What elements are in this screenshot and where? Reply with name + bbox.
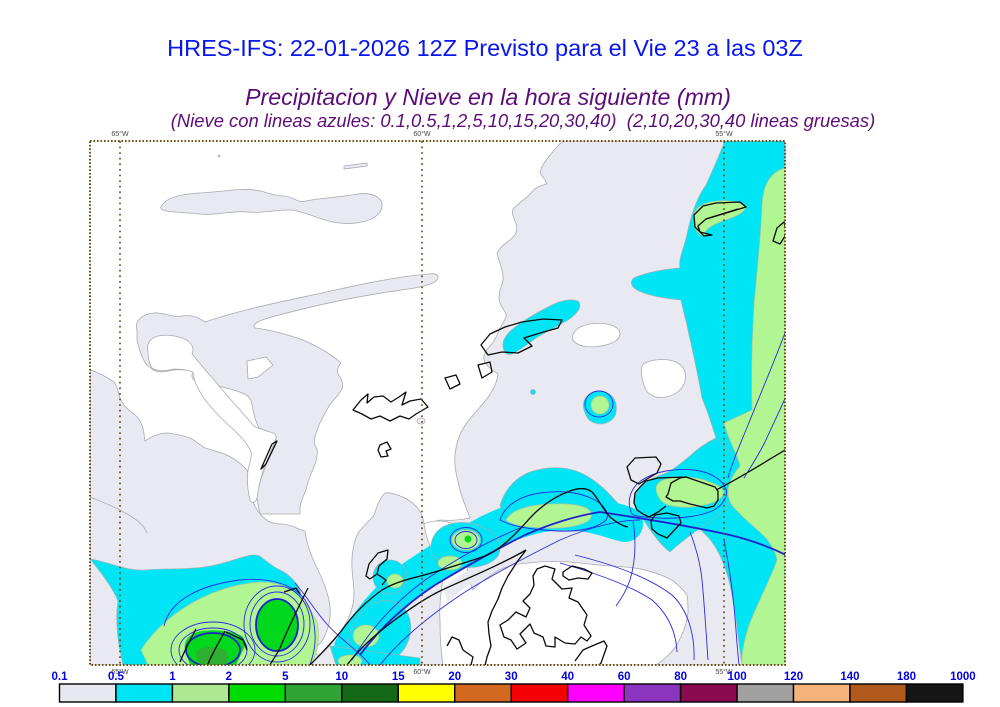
svg-text:15: 15: [392, 671, 405, 683]
svg-text:60°W: 60°W: [413, 668, 431, 676]
svg-text:60°W: 60°W: [413, 130, 431, 138]
svg-text:60: 60: [618, 671, 631, 683]
svg-text:2: 2: [226, 671, 232, 683]
svg-text:140: 140: [840, 671, 859, 683]
svg-text:30: 30: [505, 671, 518, 683]
svg-text:120: 120: [784, 671, 803, 683]
svg-text:80: 80: [674, 671, 687, 683]
svg-text:0.5: 0.5: [108, 671, 125, 683]
svg-text:100: 100: [727, 671, 746, 683]
svg-text:180: 180: [897, 671, 916, 683]
svg-text:1: 1: [169, 671, 176, 683]
svg-text:55°W: 55°W: [715, 130, 733, 138]
svg-text:55°W: 55°W: [715, 668, 733, 676]
svg-text:5: 5: [282, 671, 289, 683]
svg-text:65°W: 65°W: [111, 130, 129, 138]
svg-text:20: 20: [448, 671, 461, 683]
svg-text:10: 10: [335, 671, 348, 683]
svg-text:65°W: 65°W: [111, 668, 129, 676]
svg-text:1000: 1000: [950, 671, 976, 683]
svg-text:0.1: 0.1: [52, 671, 69, 683]
svg-text:40: 40: [561, 671, 574, 683]
